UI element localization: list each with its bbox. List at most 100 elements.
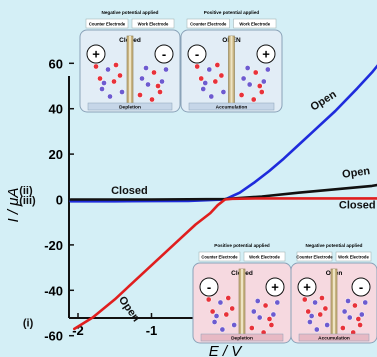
- left-electrode-box: [296, 251, 333, 262]
- cation-icon: [218, 72, 225, 79]
- y-tick-label: 60: [49, 56, 63, 71]
- left-sign-circle: [199, 277, 219, 297]
- cation-icon: [250, 96, 257, 103]
- cation-icon: [212, 78, 219, 85]
- right-electrode-label: Work Electrode: [249, 255, 280, 260]
- cation-icon: [157, 89, 163, 95]
- anion-icon: [211, 319, 218, 325]
- cation-icon: [252, 69, 259, 76]
- right-electrode-label: Work Electrode: [138, 22, 169, 27]
- anion-icon: [101, 80, 107, 86]
- y-tick-label: -40: [44, 283, 63, 298]
- anion-icon: [264, 66, 271, 73]
- inset-caption-bar: [87, 102, 173, 111]
- cation-icon: [268, 322, 275, 328]
- right-electrode-box: [233, 18, 277, 29]
- inset-caption-bar: [200, 333, 284, 342]
- anion-icon: [163, 66, 169, 73]
- cation-icon: [223, 311, 230, 318]
- cation-icon: [340, 325, 346, 331]
- cation-icon: [319, 295, 325, 301]
- anion-icon: [217, 299, 224, 306]
- right-electrode-label: Work Electrode: [239, 22, 270, 27]
- cation-icon: [229, 305, 236, 312]
- label-ii-left: (ii): [19, 185, 33, 197]
- cation-icon: [113, 62, 119, 68]
- anion-icon: [270, 311, 277, 318]
- cation-icon: [305, 308, 312, 315]
- insets-layer: Negative potential applied Counter Electr…: [79, 10, 377, 344]
- inset-title: Negative potential applied: [306, 243, 363, 248]
- left-sign-circle: [86, 44, 106, 64]
- left-sign-circle-text: -: [207, 280, 211, 295]
- anion-icon: [231, 322, 238, 328]
- left-sign-circle-text: +: [92, 47, 100, 62]
- cation-icon: [322, 305, 329, 312]
- anion-icon: [200, 86, 207, 92]
- inset-caption: Depletion: [231, 335, 253, 341]
- y-tick-label: -60: [44, 329, 63, 344]
- anion-icon: [139, 75, 145, 82]
- anion-icon: [159, 78, 165, 85]
- anion-icon: [202, 80, 209, 86]
- left-electrode-label: Counter Electrode: [89, 22, 126, 27]
- cation-icon: [198, 75, 205, 82]
- right-sign-circle-text: +: [271, 280, 279, 295]
- inset-caption: Accumulation: [318, 335, 350, 341]
- cation-icon: [317, 311, 324, 318]
- right-sign-circle: [256, 44, 276, 64]
- anion-icon: [220, 89, 227, 95]
- cation-icon: [214, 62, 221, 68]
- cation-icon: [137, 92, 143, 98]
- anion-icon: [313, 326, 320, 333]
- left-electrode-label: Counter Electrode: [296, 255, 333, 260]
- inset-caption: Depletion: [119, 104, 141, 110]
- y-tick-label: 20: [49, 147, 63, 162]
- inset-depletion-pink: Positive potential applied Counter Electr…: [192, 243, 292, 344]
- anion-icon: [105, 66, 111, 73]
- cation-icon: [209, 308, 216, 315]
- anion-icon: [246, 81, 253, 88]
- left-sign-circle: [297, 277, 317, 297]
- anion-icon: [250, 308, 257, 315]
- cation-icon: [225, 295, 232, 301]
- anion-icon: [107, 93, 113, 100]
- right-electrode-box: [335, 251, 372, 262]
- inset-caption-bar: [298, 333, 370, 342]
- series-layer: [69, 64, 377, 331]
- anion-icon: [307, 319, 313, 325]
- inset-accumulation-pink: Negative potential applied Counter Electr…: [290, 243, 377, 344]
- x-tick-label: -2: [72, 323, 84, 338]
- cation-icon: [238, 92, 245, 98]
- anion-icon: [308, 313, 315, 319]
- anion-icon: [240, 75, 247, 82]
- right-sign-circle: [154, 44, 174, 64]
- cation-icon: [355, 316, 362, 322]
- cation-icon: [97, 75, 103, 82]
- anion-icon: [99, 86, 105, 92]
- cation-icon: [205, 296, 212, 303]
- y-axis-label: I / μA: [5, 188, 22, 223]
- cation-icon: [117, 72, 123, 79]
- x-axis-label: E / V: [209, 343, 244, 357]
- left-sign-circle-text: +: [303, 280, 311, 295]
- left-sign-circle-text: -: [195, 47, 199, 62]
- cation-icon: [357, 322, 363, 328]
- left-electrode-label: Counter Electrode: [190, 22, 227, 27]
- inset-depletion: Negative potential applied Counter Electr…: [79, 10, 181, 113]
- right-electrode-label: Work Electrode: [338, 255, 369, 260]
- cation-icon: [194, 63, 201, 70]
- cation-icon: [111, 78, 117, 85]
- cation-icon: [256, 83, 263, 89]
- anion-icon: [362, 299, 369, 306]
- cation-icon: [155, 83, 161, 89]
- series-line-iii: [69, 64, 377, 203]
- label-i-left: (i): [23, 318, 34, 330]
- y-tick-label: 0: [56, 193, 63, 208]
- inset-caption-bar: [188, 102, 275, 111]
- right-sign-circle: [265, 277, 285, 297]
- inset-title: Positive potential applied: [204, 10, 260, 15]
- y-tick-label: 40: [49, 102, 63, 117]
- cation-icon: [352, 302, 358, 309]
